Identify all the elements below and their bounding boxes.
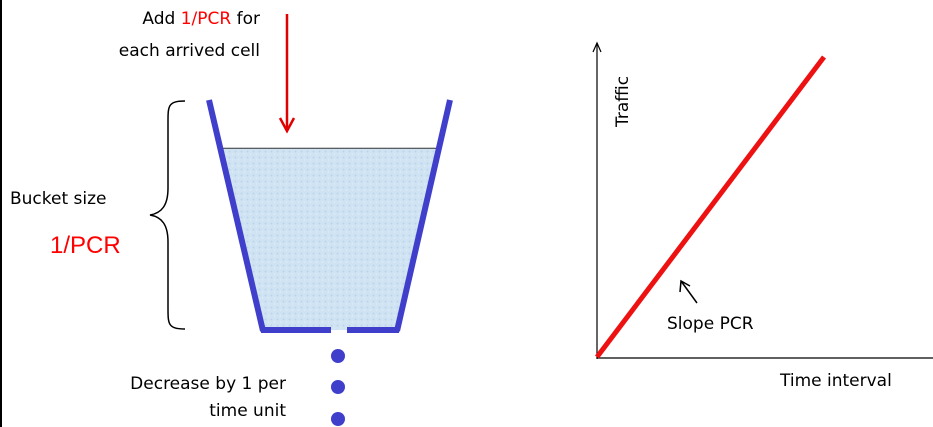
- drop: [331, 380, 345, 394]
- add-instruction-line1: Add 1/PCR for: [142, 9, 260, 29]
- add-increment-value: 1/PCR: [180, 9, 232, 29]
- drop: [331, 349, 345, 363]
- bucket-size-brace: [149, 100, 186, 330]
- bucket-size-label: Bucket size: [10, 189, 107, 209]
- slope-label: Slope PCR: [667, 314, 754, 334]
- traffic-slope-line: [595, 55, 826, 359]
- left-border-line: [0, 0, 2, 427]
- y-axis-label: Traffic: [613, 75, 633, 127]
- bucket-water: [220, 148, 439, 330]
- decrease-label-line2: time unit: [209, 401, 286, 421]
- slope-pointer-arrow: [679, 279, 698, 304]
- incoming-cell-arrow: [278, 14, 296, 134]
- bucket-size-value: 1/PCR: [50, 232, 121, 259]
- decrease-label-line1: Decrease by 1 per: [130, 374, 286, 394]
- add-instruction-line2: each arrived cell: [118, 41, 260, 61]
- bucket: [206, 99, 453, 333]
- graph-axes: [592, 41, 933, 359]
- drop: [331, 412, 345, 426]
- x-axis-label: Time interval: [780, 371, 892, 391]
- leaking-drops: [331, 349, 345, 426]
